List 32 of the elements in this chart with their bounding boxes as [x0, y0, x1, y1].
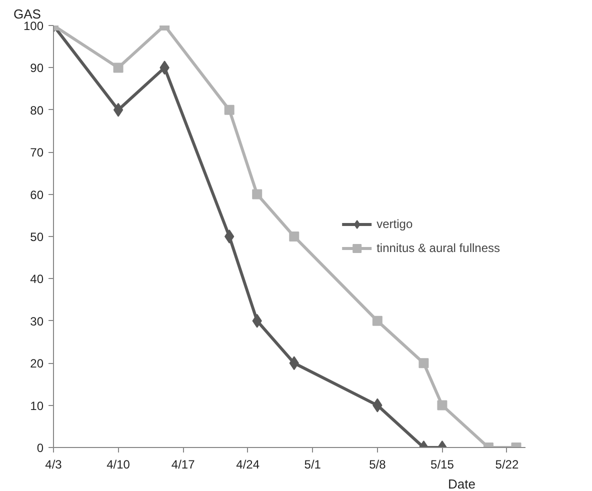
point	[224, 104, 234, 115]
y-tick-label: 40	[30, 272, 44, 286]
y-tick-label: 90	[30, 61, 44, 76]
y-axis-title: GAS	[14, 6, 42, 22]
y-tick-label: 0	[36, 441, 44, 455]
y-tick-label: 30	[30, 314, 44, 328]
x-tick-label: 4/24	[236, 458, 260, 472]
x-axis-title: Date	[448, 476, 476, 491]
point	[289, 232, 300, 242]
x-tick-label: 4/17	[171, 458, 196, 472]
y-tick-label: 20	[30, 356, 44, 371]
y-tick-label: 60	[30, 188, 44, 202]
x-tick-label: 5/1	[304, 458, 322, 472]
x-tick-label: 4/3	[45, 458, 62, 472]
legend-label: tinnitus & aural fullness	[376, 241, 500, 255]
point	[372, 316, 382, 326]
point	[224, 230, 234, 244]
y-tick-label: 10	[30, 398, 44, 413]
point	[113, 102, 124, 117]
point	[418, 358, 429, 368]
point	[252, 189, 262, 200]
x-tick-label: 5/22	[495, 458, 519, 472]
y-tick-label: 100	[23, 19, 44, 33]
y-tick-label: 70	[30, 146, 44, 160]
x-tick-label: 4/10	[106, 458, 130, 472]
x-tick-label: 5/8	[369, 458, 386, 472]
x-tick-label: 5/15	[430, 458, 454, 472]
legend-label: vertigo	[376, 217, 413, 231]
point	[437, 400, 448, 410]
y-tick-label: 80	[30, 103, 44, 118]
point	[113, 62, 124, 73]
y-tick-label: 50	[30, 230, 44, 244]
